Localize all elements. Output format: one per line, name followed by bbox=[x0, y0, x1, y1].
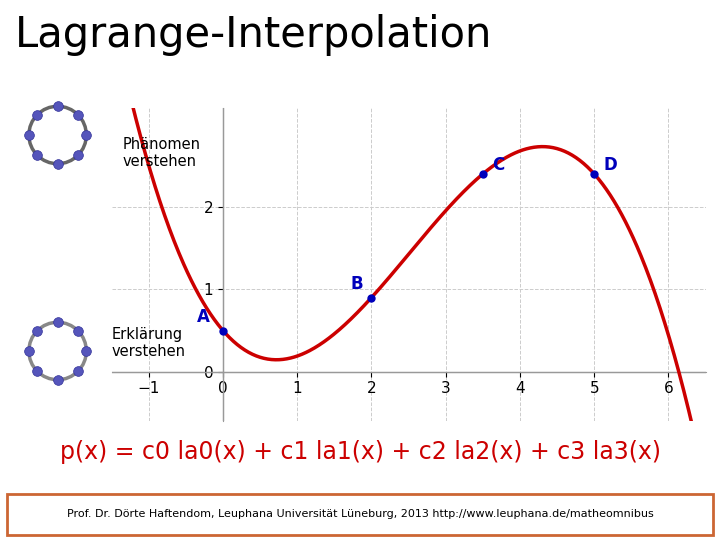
Text: C: C bbox=[492, 156, 504, 174]
Text: Prof. Dr. Dörte Haftendom, Leuphana Universität Lüneburg, 2013 http://www.leupha: Prof. Dr. Dörte Haftendom, Leuphana Univ… bbox=[67, 509, 653, 519]
Text: A: A bbox=[197, 308, 210, 326]
Text: B: B bbox=[351, 275, 364, 293]
Text: Phänomen
verstehen: Phänomen verstehen bbox=[122, 137, 201, 169]
Text: Erklärung
verstehen: Erklärung verstehen bbox=[112, 327, 186, 359]
Text: Lagrange-Interpolation: Lagrange-Interpolation bbox=[14, 14, 492, 56]
Text: p(x) = c0 la0(x) + c1 la1(x) + c2 la2(x) + c3 la3(x): p(x) = c0 la0(x) + c1 la1(x) + c2 la2(x)… bbox=[60, 440, 660, 464]
Text: D: D bbox=[603, 156, 617, 174]
FancyBboxPatch shape bbox=[7, 494, 713, 535]
